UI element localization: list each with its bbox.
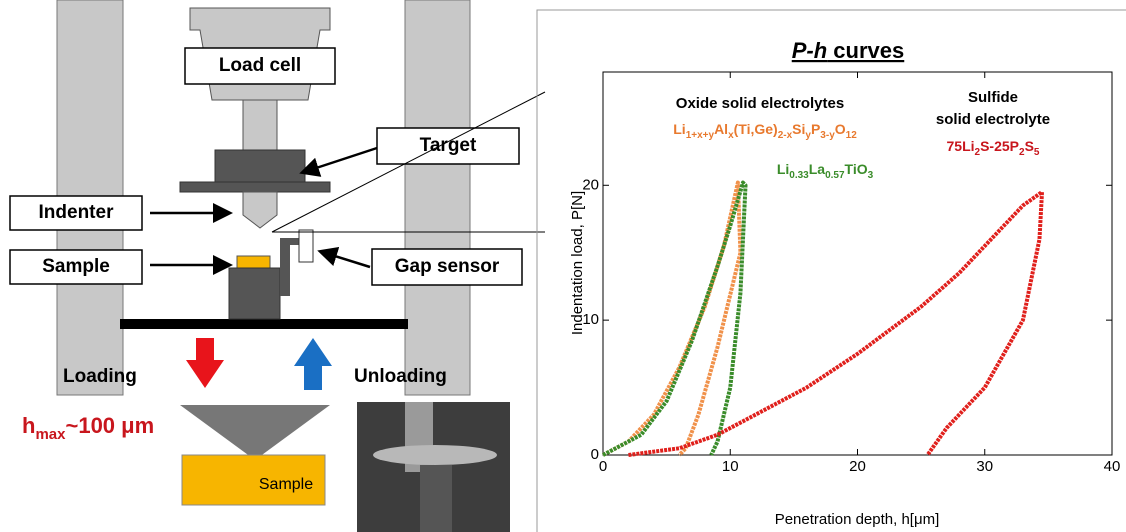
x-tick-label: 30 bbox=[976, 458, 993, 475]
text-part: Sulfide bbox=[968, 89, 1018, 106]
y-tick-label: 20 bbox=[582, 176, 599, 193]
text-part: Li bbox=[673, 121, 685, 137]
indenter-tip bbox=[243, 192, 277, 228]
label: Target bbox=[420, 135, 477, 156]
title-part: P-h bbox=[792, 38, 827, 63]
text-part: Al bbox=[714, 121, 728, 137]
label: Sample bbox=[42, 256, 110, 277]
text-part: 0.33 bbox=[789, 170, 809, 181]
hmax-label: hmax~100 μm bbox=[22, 413, 154, 444]
text-part: S-25P bbox=[980, 138, 1019, 154]
y-tick-label: 0 bbox=[591, 446, 599, 463]
text-part: max bbox=[35, 426, 66, 443]
text-part: 2-x bbox=[778, 130, 793, 141]
arrow bbox=[322, 252, 370, 267]
unloading-arrow bbox=[294, 338, 332, 390]
text-part: S bbox=[1025, 138, 1034, 154]
annotation: solid electrolyte bbox=[936, 111, 1050, 128]
loading-arrow bbox=[186, 338, 224, 388]
annotation: Li0.33La0.57TiO3 bbox=[777, 161, 874, 181]
photo-detail bbox=[373, 445, 497, 465]
text-part: TiO bbox=[845, 161, 868, 177]
title-part: curves bbox=[827, 38, 904, 63]
annotation: Li1+x+yAlx(Ti,Ge)2-xSiyP3-yO12 bbox=[673, 121, 857, 141]
target-block bbox=[215, 150, 305, 182]
curve bbox=[603, 183, 740, 455]
gap-sensor bbox=[299, 230, 313, 262]
target-plate bbox=[180, 182, 330, 192]
label: Loading bbox=[63, 366, 137, 387]
y-tick-label: 10 bbox=[582, 311, 599, 328]
label: Unloading bbox=[354, 366, 447, 387]
text-part: 5 bbox=[1034, 147, 1040, 158]
annotation: Sulfide bbox=[968, 89, 1018, 106]
label: Gap sensor bbox=[395, 256, 500, 277]
text-part: Oxide solid electrolytes bbox=[676, 95, 844, 112]
text-part: 12 bbox=[846, 130, 858, 141]
text-part: 3-y bbox=[820, 130, 835, 141]
holder bbox=[229, 268, 280, 319]
x-axis-label: Penetration depth, h[μm] bbox=[775, 511, 940, 528]
text-part: ~100 μm bbox=[65, 413, 154, 438]
text-part: Si bbox=[792, 121, 805, 137]
x-tick-label: 20 bbox=[849, 458, 866, 475]
text-part: P bbox=[811, 121, 820, 137]
figure: Load cell Target Indenter Sample Gap sen… bbox=[0, 0, 1126, 532]
annotation: Oxide solid electrolytes bbox=[676, 95, 844, 112]
curve bbox=[628, 192, 1042, 455]
text-part: O bbox=[835, 121, 846, 137]
text-part: (Ti,Ge) bbox=[734, 121, 778, 137]
text-part: 3 bbox=[868, 170, 874, 181]
shaft bbox=[243, 100, 277, 152]
label: Sample bbox=[259, 476, 313, 493]
pillar bbox=[405, 0, 470, 395]
panel bbox=[537, 10, 1126, 532]
arrow bbox=[304, 148, 377, 172]
text-part: 1+x+y bbox=[686, 130, 715, 141]
x-tick-label: 10 bbox=[722, 458, 739, 475]
sample-piece bbox=[237, 256, 270, 268]
text-part: 75Li bbox=[947, 138, 975, 154]
text-part: La bbox=[809, 161, 826, 177]
x-tick-label: 40 bbox=[1104, 458, 1121, 475]
indenter-triangle bbox=[180, 405, 330, 460]
text-part: 0.57 bbox=[825, 170, 845, 181]
text-part: solid electrolyte bbox=[936, 111, 1050, 128]
label: Indenter bbox=[39, 202, 115, 223]
chart-title: P-h curves bbox=[792, 38, 905, 63]
annotation: 75Li2S-25P2S5 bbox=[947, 138, 1040, 158]
text-part: h bbox=[22, 413, 35, 438]
base bbox=[120, 319, 408, 329]
photo-detail bbox=[420, 465, 452, 532]
text-part: Li bbox=[777, 161, 789, 177]
x-tick-label: 0 bbox=[599, 458, 607, 475]
label: Load cell bbox=[219, 55, 301, 76]
